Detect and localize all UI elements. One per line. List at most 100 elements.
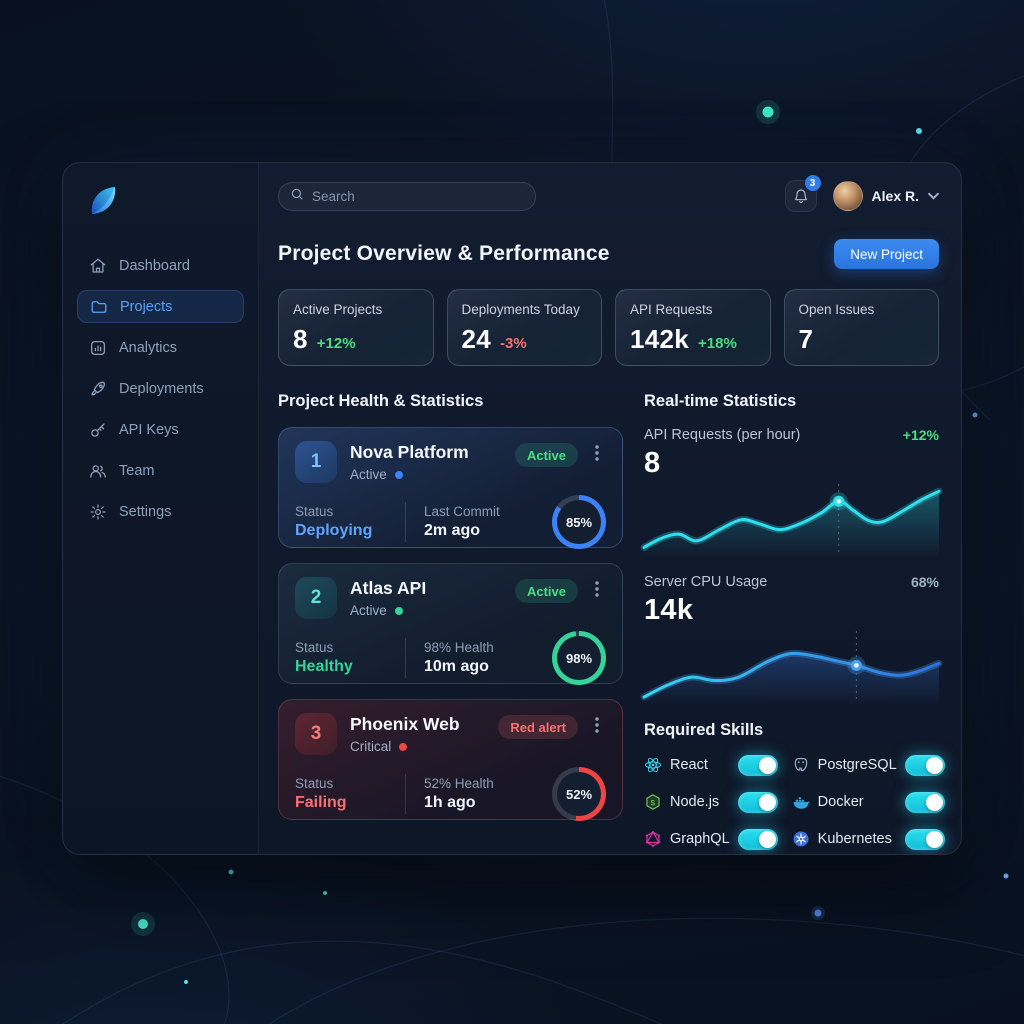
stat-value: 142k [630,324,690,354]
project-card-phoenix-web[interactable]: 3 Phoenix Web Critical Red alert Status … [278,699,623,821]
status-badge: Active [514,579,578,603]
detail-label: 52% Health [424,776,494,791]
nodejs-icon [644,793,662,811]
sidebar-item-settings[interactable]: Settings [77,495,244,528]
main-content: 3 Alex R. Project Overview & Performance… [259,163,961,854]
state-dot [394,470,403,479]
sidebar-item-label: Team [119,462,155,479]
stat-delta: -3% [500,335,527,352]
content-columns: Project Health & Statistics 1 Nova Platf… [278,392,945,850]
realtime-section: Real-time Statistics API Requests (per h… [640,392,945,850]
kebab-menu-icon[interactable] [588,717,606,733]
sidebar-item-deployments[interactable]: Deployments [77,372,244,405]
sidebar-item-team[interactable]: Team [77,454,244,487]
status-value: Failing [295,794,347,811]
bell-icon [794,189,807,204]
stat-value: 7 [798,324,814,354]
sidebar-item-label: Settings [119,503,172,520]
page-title: Project Overview & Performance [278,242,610,265]
chart-value: 8 [644,447,661,479]
health-ring-label: 52% [565,786,593,802]
react-icon [644,756,662,774]
chart-label: Server CPU Usage [644,574,768,590]
sidebar-item-api-keys[interactable]: API Keys [77,413,244,446]
status-badge: Red alert [498,715,578,739]
nodejs-toggle[interactable] [737,791,778,813]
skill-name: Node.js [670,794,720,810]
react-toggle[interactable] [737,754,778,776]
divider [405,774,406,814]
project-card-atlas-api[interactable]: 2 Atlas API Active Active Status Healthy [278,563,623,685]
stats-row: Active Projects 8 +12% Deployments Today… [278,289,939,366]
postgresql-icon [792,756,810,774]
stat-value: 24 [461,324,492,354]
project-number-badge: 3 [295,713,337,755]
kebab-menu-icon[interactable] [588,445,606,461]
search-icon [290,187,304,206]
section-title-skills: Required Skills [644,721,764,739]
page-header: Project Overview & Performance New Proje… [278,239,939,269]
app-window: Dashboard Projects Analytics Deployments [62,162,962,855]
health-ring-label: 85% [565,514,593,530]
key-icon [89,421,107,439]
stat-label: Open Issues [798,302,875,317]
health-ring: 52% [552,767,606,821]
user-name: Alex R. [871,188,919,204]
project-number-badge: 1 [295,441,337,483]
user-menu[interactable]: Alex R. [832,181,939,211]
graphql-toggle[interactable] [737,828,778,850]
chart-label: API Requests (per hour) [644,427,801,443]
sidebar-item-analytics[interactable]: Analytics [77,331,244,364]
stat-delta: +12% [316,335,356,352]
notification-badge: 3 [804,175,821,191]
postgresql-toggle[interactable] [904,754,945,776]
sidebar-item-dashboard[interactable]: Dashboard [77,249,244,282]
section-title-projects: Project Health & Statistics [278,392,484,410]
sidebar-item-label: Dashboard [119,257,190,274]
project-name: Atlas API [350,578,427,598]
project-number-badge: 2 [295,577,337,619]
users-icon [89,462,107,480]
gear-icon [89,503,107,521]
detail-value: 10m ago [424,658,489,675]
skill-name: Docker [817,794,864,810]
health-ring: 98% [552,631,606,685]
status-badge: Active [514,443,578,467]
rocket-icon [89,380,107,398]
search-input[interactable] [312,188,524,204]
stat-card-api-requests: API Requests 142k +18% [615,289,771,366]
api-requests-chart-block: API Requests (per hour) +12% 8 [640,427,943,558]
docker-toggle[interactable] [904,791,945,813]
skill-graphql: GraphQL [644,828,778,850]
status-value: Healthy [295,658,353,675]
search-box[interactable] [278,181,536,211]
skills-grid: React PostgreSQL [644,754,945,850]
chart-delta: +12% [902,427,939,443]
project-card-nova-platform[interactable]: 1 Nova Platform Active Active Status Dep… [278,427,623,549]
status-label: Status [295,504,334,519]
notifications-button[interactable]: 3 [784,175,821,212]
status-label: Status [295,776,334,791]
project-state: Active [350,467,387,482]
cpu-usage-chart-block: Server CPU Usage 68% 14k [640,574,943,705]
status-label: Status [295,640,334,655]
sidebar-item-projects[interactable]: Projects [77,290,244,323]
skill-docker: Docker [792,791,945,813]
health-ring: 85% [552,495,606,549]
skill-name: React [670,757,708,773]
cpu-usage-sparkline [640,631,943,705]
api-requests-sparkline [640,484,943,558]
skill-kubernetes: Kubernetes [792,828,945,850]
chart-marker [829,492,848,511]
kebab-menu-icon[interactable] [588,581,606,597]
chart-marker [847,656,866,675]
kubernetes-toggle[interactable] [904,828,945,850]
detail-label: Last Commit [424,504,500,519]
state-dot [399,742,408,751]
skill-react: React [644,754,778,776]
graphql-icon [644,830,662,848]
status-value: Deploying [295,522,373,539]
new-project-button[interactable]: New Project [834,239,939,269]
project-state: Active [350,603,387,618]
sidebar-item-label: Projects [120,298,173,315]
